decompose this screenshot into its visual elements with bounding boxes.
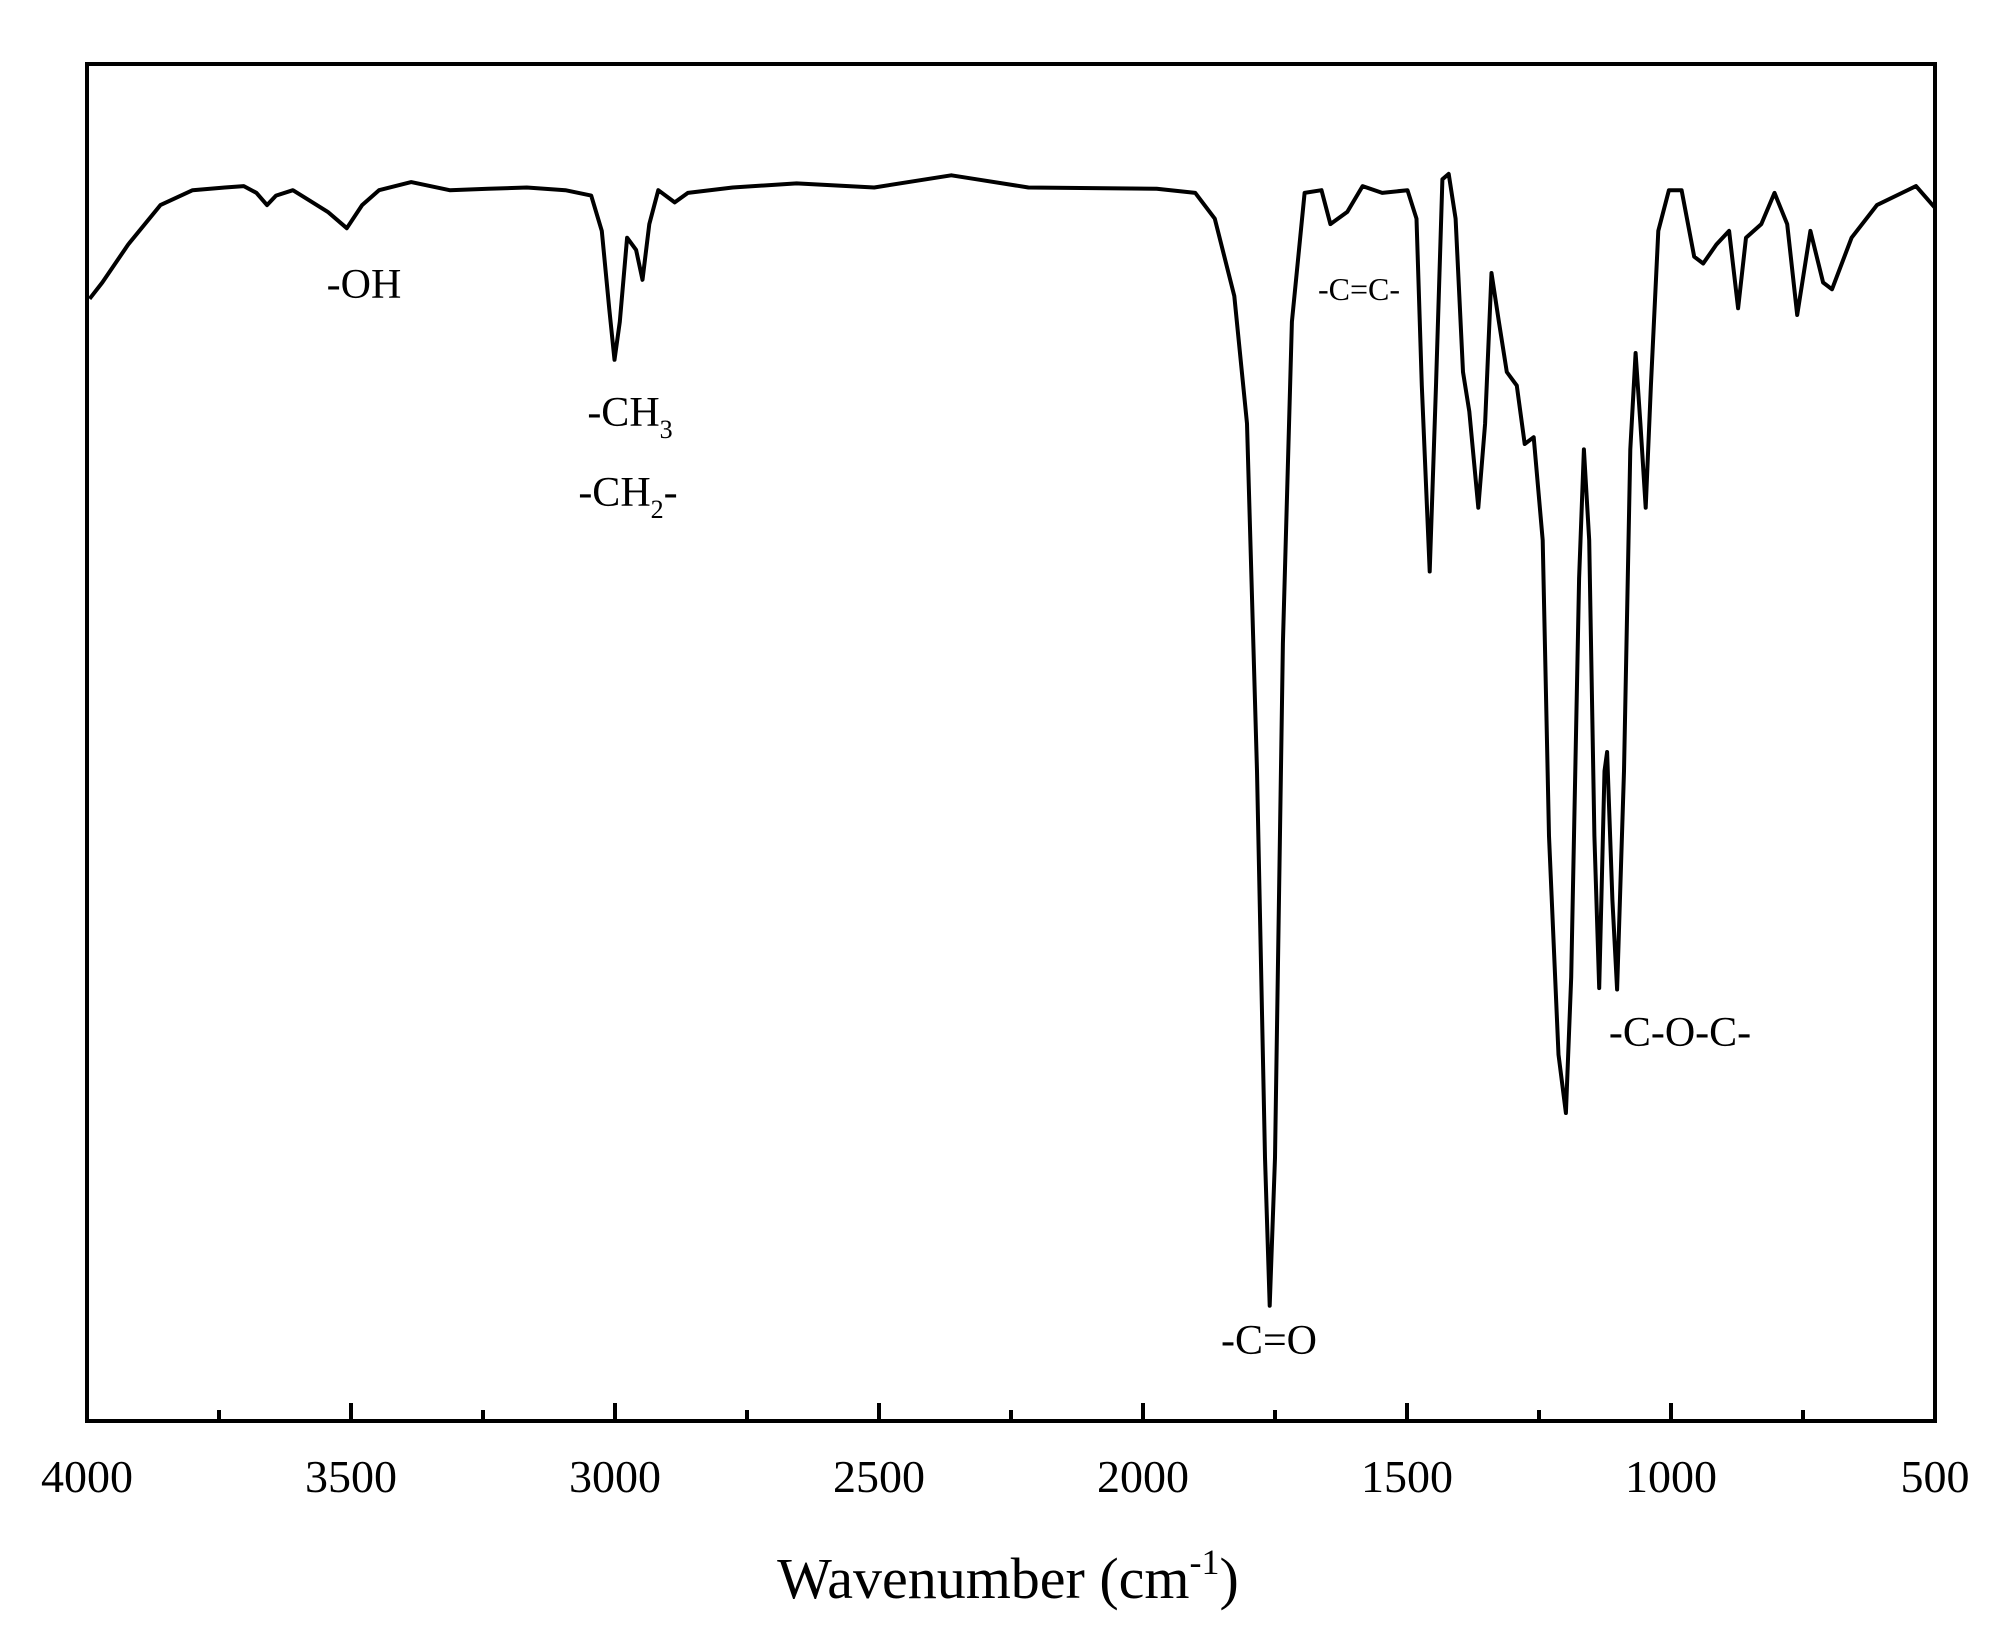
peak-annotation: -C=C-	[1318, 271, 1400, 307]
x-tick-label: 1500	[1361, 1451, 1453, 1502]
annotation-tail: -	[664, 470, 678, 516]
peak-annotation: -OH	[327, 262, 402, 308]
x-tick-label: 1000	[1625, 1451, 1717, 1502]
x-axis-label-text: Wavenumber (cm	[777, 1546, 1189, 1611]
peak-annotation: -C-O-C-	[1609, 1010, 1751, 1056]
annotation-text: -C=O	[1221, 1318, 1317, 1364]
annotation-text: -C-O-C-	[1609, 1010, 1751, 1056]
annotation-sub: 3	[660, 415, 673, 444]
x-axis-label-sup: -1	[1190, 1542, 1220, 1582]
peak-annotation: -CH2-	[578, 470, 677, 524]
annotation-sub: 2	[651, 495, 664, 524]
annotation-text: -CH	[587, 390, 659, 436]
x-tick-label: 500	[1901, 1451, 1970, 1502]
spectrum-line	[88, 171, 1937, 1308]
x-tick-label: 2000	[1097, 1451, 1189, 1502]
annotation-text: -C=C-	[1318, 271, 1400, 307]
x-tick-label: 3000	[569, 1451, 661, 1502]
x-tick-label: 3500	[305, 1451, 397, 1502]
annotation-text: -CH	[578, 470, 650, 516]
peak-annotation: -C=O	[1221, 1318, 1317, 1364]
annotation-text: -OH	[327, 262, 402, 308]
peak-annotation: -CH3	[587, 390, 672, 444]
plot-frame	[85, 62, 1937, 1423]
x-tick-label: 2500	[833, 1451, 925, 1502]
x-axis-label: Wavenumber (cm-1)	[777, 1542, 1239, 1611]
x-tick-label: 4000	[41, 1451, 133, 1502]
x-axis-label-tail: )	[1220, 1546, 1239, 1611]
